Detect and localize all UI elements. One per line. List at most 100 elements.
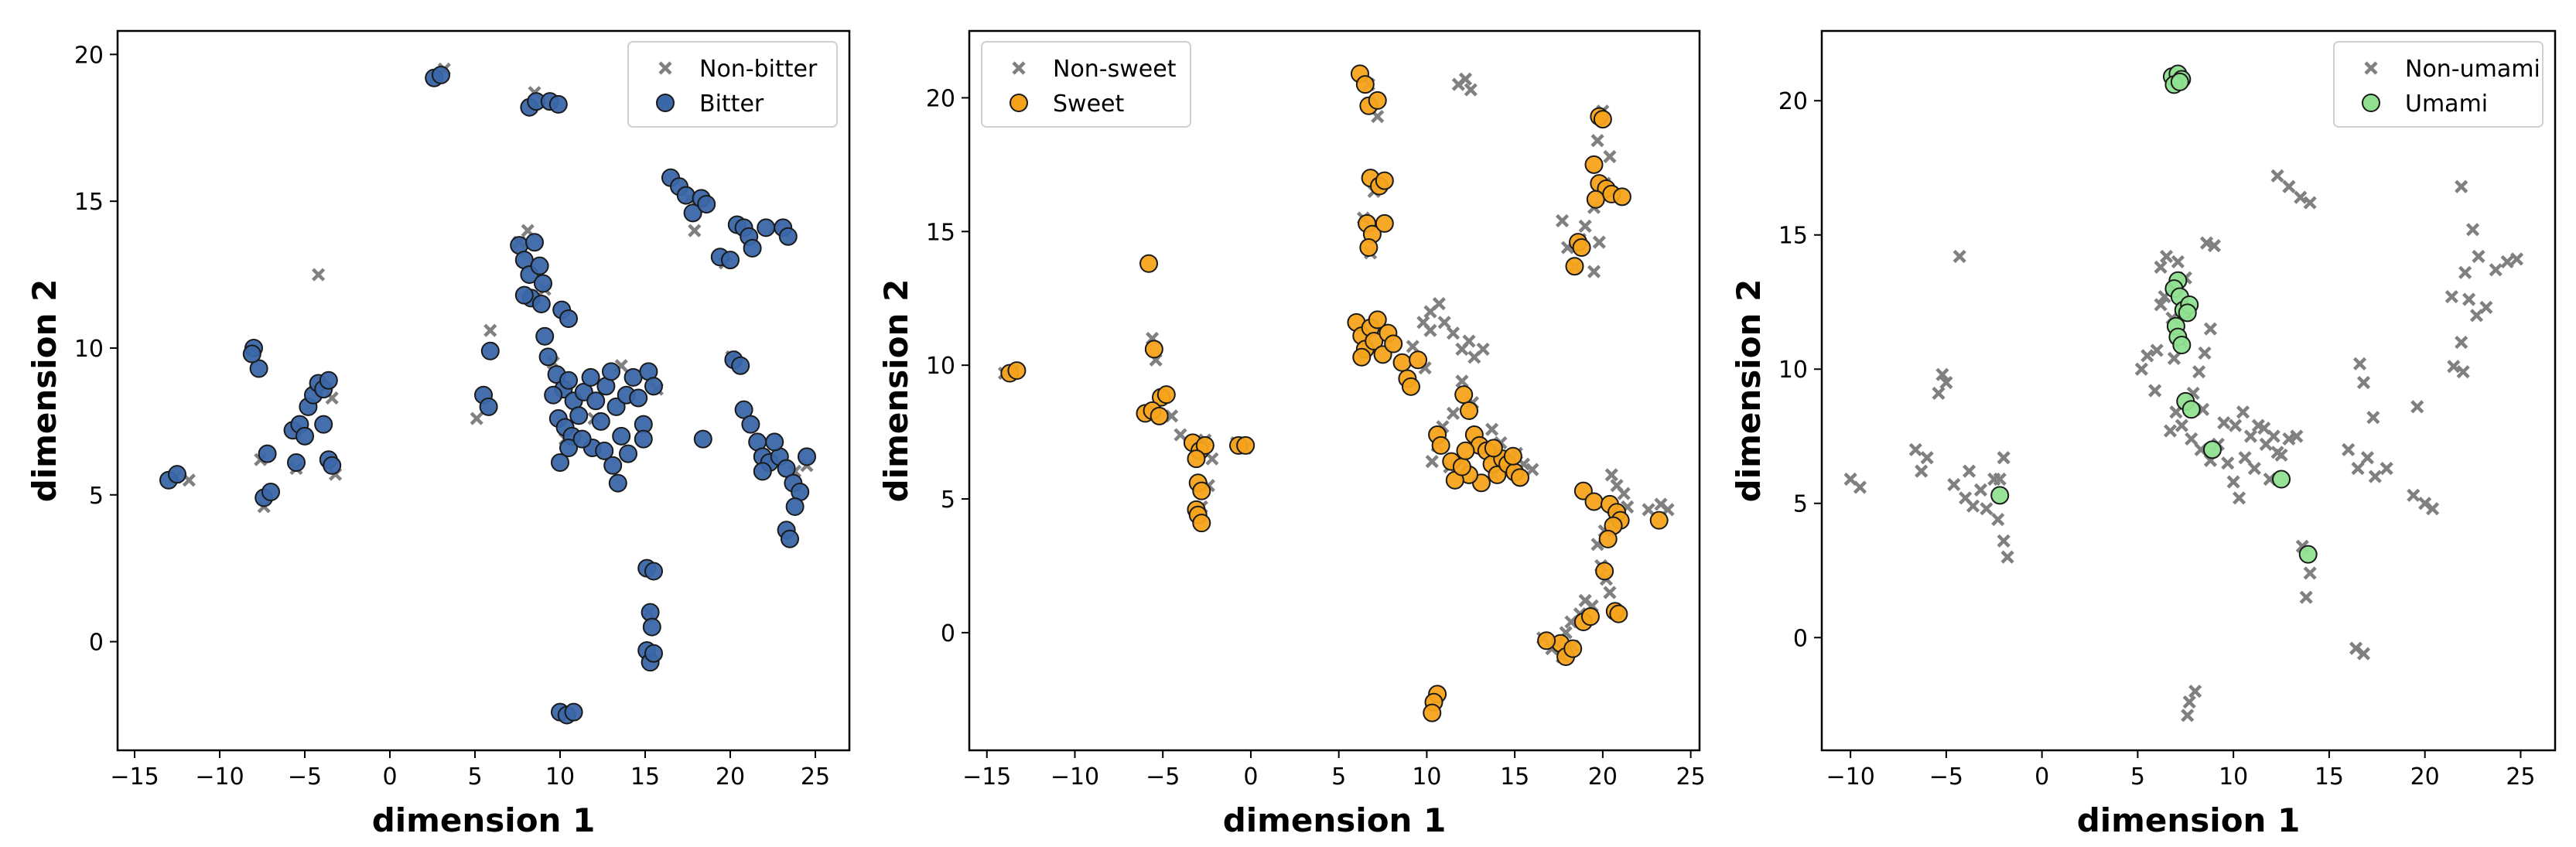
data-point — [1947, 477, 1961, 492]
data-point — [1584, 492, 1604, 511]
data-point — [1156, 385, 1176, 405]
data-point — [559, 309, 578, 328]
data-point — [530, 256, 549, 275]
data-point — [2232, 491, 2246, 505]
y-tick-label: 0 — [89, 630, 104, 657]
data-point — [603, 456, 623, 475]
legend-label: Non-umami — [2405, 56, 2540, 83]
data-point — [525, 233, 544, 252]
data-point — [1409, 350, 1428, 370]
legend-label: Sweet — [1053, 91, 1124, 118]
data-point — [693, 429, 712, 449]
data-point — [2159, 249, 2174, 264]
y-axis-title: dimension 2 — [1730, 279, 1768, 503]
data-point — [2236, 405, 2250, 419]
data-point — [2257, 421, 2271, 435]
data-point — [1192, 514, 1211, 533]
data-point — [2303, 566, 2317, 580]
data-point — [242, 344, 261, 364]
x-tick-label: 10 — [2219, 763, 2248, 791]
data-point — [1853, 480, 1867, 494]
data-point — [1365, 332, 1384, 351]
data-point — [483, 323, 497, 337]
legend-marker — [1012, 61, 1026, 75]
data-point — [2272, 470, 2291, 489]
data-point — [1352, 347, 1372, 367]
x-tick-label: 25 — [801, 763, 830, 791]
data-point — [1609, 604, 1628, 623]
y-axis-title: dimension 2 — [877, 279, 915, 503]
data-point — [544, 385, 563, 405]
data-point — [1446, 406, 1461, 420]
data-point — [629, 388, 648, 408]
data-point — [1425, 455, 1439, 469]
data-point — [1464, 83, 1478, 97]
data-point — [1205, 452, 1219, 466]
x-tick-label: −10 — [1826, 763, 1874, 791]
data-point — [2472, 249, 2485, 264]
axes-frame — [1820, 29, 2557, 752]
data-point — [1935, 367, 1949, 381]
y-tick-label: 20 — [74, 42, 104, 69]
data-point — [319, 371, 338, 390]
data-point — [534, 274, 552, 293]
series-umami — [1990, 64, 2318, 564]
x-tick-label: −5 — [1929, 763, 1963, 791]
x-tick-label: 10 — [1412, 763, 1441, 791]
data-point — [753, 462, 772, 481]
data-point — [2489, 263, 2503, 277]
data-point — [1991, 512, 2005, 527]
y-tick-label: 20 — [1778, 88, 1808, 115]
data-point — [1962, 464, 1976, 478]
data-point — [2243, 429, 2258, 443]
legend-marker — [656, 94, 675, 112]
data-point — [2366, 411, 2380, 425]
data-point — [2170, 72, 2189, 91]
data-point — [1406, 340, 1420, 353]
data-point — [798, 447, 816, 466]
data-point — [296, 426, 314, 446]
data-point — [2150, 343, 2164, 357]
data-point — [757, 218, 776, 237]
data-point — [1997, 451, 2011, 465]
data-point — [2171, 254, 2185, 269]
data-point — [602, 362, 620, 381]
x-tick-label: 25 — [1676, 763, 1706, 791]
data-point — [1460, 401, 1479, 420]
legend-marker — [2362, 94, 2380, 112]
data-point — [1375, 213, 1394, 233]
data-point — [312, 268, 326, 282]
data-point — [1456, 441, 1475, 460]
plot-area — [159, 62, 816, 725]
data-point — [538, 347, 558, 367]
series-non-umami — [1843, 169, 2524, 722]
legend: Non-sweet Sweet — [981, 41, 1191, 128]
x-tick-label: −10 — [1051, 763, 1099, 791]
x-tick-label: 0 — [382, 763, 397, 791]
data-point — [785, 497, 805, 516]
data-point — [314, 415, 333, 434]
data-point — [2342, 442, 2356, 456]
data-point — [765, 432, 784, 452]
series-non-bitter — [169, 62, 814, 620]
data-point — [1617, 487, 1631, 500]
data-point — [586, 391, 606, 411]
x-tick-label: 25 — [2506, 763, 2535, 791]
y-tick-label: 15 — [74, 189, 104, 216]
data-point — [1401, 377, 1420, 396]
data-point — [2298, 545, 2318, 564]
data-point — [2455, 335, 2468, 350]
data-point — [480, 341, 500, 360]
data-point — [1525, 463, 1539, 476]
data-point — [1368, 91, 1387, 110]
series-sweet — [1000, 64, 1669, 722]
data-point — [1452, 457, 1471, 476]
data-point — [2509, 252, 2524, 266]
data-point — [2360, 451, 2375, 465]
data-point — [683, 203, 702, 223]
y-tick-label: 20 — [926, 85, 955, 112]
data-point — [564, 702, 583, 722]
data-point — [741, 415, 760, 434]
y-tick-label: 15 — [1778, 223, 1808, 250]
data-point — [2181, 400, 2201, 419]
